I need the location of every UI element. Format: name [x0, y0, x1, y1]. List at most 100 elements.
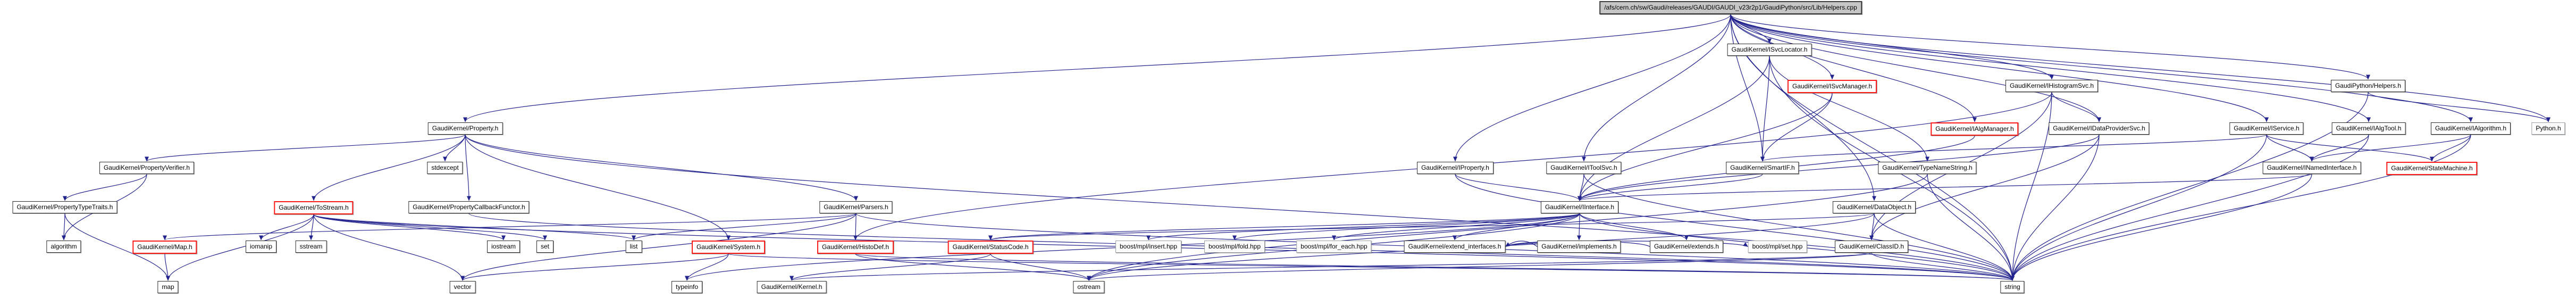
include-edge-parsers-list	[632, 213, 857, 241]
include-edge-idataprovidersvc-classid	[1869, 134, 2100, 241]
graph-node-idataprovidersvc[interactable]: GaudiKernel/IDataProviderSvc.h	[2049, 122, 2150, 135]
graph-node-stdexcept: stdexcept	[427, 162, 463, 174]
include-edge-propertyverifier-propertytypetraits	[63, 173, 147, 201]
graph-node-typenamestring[interactable]: GaudiKernel/TypeNameString.h	[1878, 162, 1977, 174]
include-edge-iservice-inamedinterface	[2266, 134, 2314, 162]
include-edge-helpers_cpp-helpers_h	[1730, 14, 2370, 80]
include-edge-property-string	[465, 134, 2015, 281]
graph-node-mpl_fold: boost/mpl/fold.hpp	[1204, 241, 1265, 253]
include-edge-tostream-vector	[313, 214, 465, 281]
include-edge-isvclocator-smartif	[1760, 55, 1770, 162]
graph-node-typeinfo: typeinfo	[671, 281, 703, 293]
include-edge-property-system_h	[465, 134, 731, 241]
graph-node-string: string	[2000, 281, 2025, 293]
include-edge-helpers_cpp-iproperty	[1453, 14, 1731, 162]
include-edge-parsers-map_h	[163, 213, 857, 241]
graph-node-isvclocator[interactable]: GaudiKernel/ISvcLocator.h	[1727, 44, 1812, 56]
include-edge-propertytypetraits-algorithm	[62, 213, 66, 241]
graph-node-propertyverifier[interactable]: GaudiKernel/PropertyVerifier.h	[99, 162, 195, 174]
include-edge-iinterface-extend_interfaces	[1453, 213, 1580, 241]
include-edge-property-parsers	[465, 134, 858, 201]
graph-node-isvcmanager[interactable]: GaudiKernel/ISvcManager.h	[1787, 80, 1877, 93]
graph-node-statemachine[interactable]: GaudiKernel/StateMachine.h	[2386, 162, 2478, 175]
graph-node-iproperty[interactable]: GaudiKernel/IProperty.h	[1417, 162, 1493, 174]
include-edge-tostream-map	[166, 214, 314, 281]
include-edge-classid-kernel	[790, 252, 1872, 281]
graph-node-dataobject[interactable]: GaudiKernel/DataObject.h	[1832, 201, 1916, 213]
include-edge-tostream-iomanip	[259, 214, 314, 241]
graph-node-parsers[interactable]: GaudiKernel/Parsers.h	[819, 201, 893, 213]
graph-node-iostream: iostream	[486, 241, 521, 253]
include-edge-helpers_cpp-property	[463, 14, 1731, 122]
include-edge-tostream-set	[313, 214, 547, 241]
graph-node-set: set	[536, 241, 554, 253]
include-edge-iinterface-extends	[1579, 213, 1689, 241]
graph-node-vector: vector	[449, 281, 476, 293]
graph-node-iinterface[interactable]: GaudiKernel/IInterface.h	[1540, 201, 1619, 213]
include-edge-tostream-sstream	[309, 214, 314, 241]
include-edge-iinterface-implements	[1577, 213, 1582, 241]
graph-node-propertytypetraits[interactable]: GaudiKernel/PropertyTypeTraits.h	[12, 201, 118, 213]
include-edge-ialgtool-string	[2010, 134, 2369, 281]
include-edge-property-tostream	[312, 134, 466, 201]
include-edge-dataobject-statuscode	[988, 213, 1875, 241]
include-edge-ihistogramsvc-string	[2010, 92, 2052, 281]
graph-node-classid[interactable]: GaudiKernel/ClassID.h	[1834, 241, 1909, 253]
graph-node-helpers_h[interactable]: GaudiPython/Helpers.h	[2330, 80, 2406, 92]
include-edge-helpers_cpp-iservice	[1730, 14, 2269, 122]
graph-node-smartif[interactable]: GaudiKernel/SmartIF.h	[1726, 162, 1799, 174]
graph-node-ialgmanager[interactable]: GaudiKernel/IAlgManager.h	[1931, 122, 2019, 136]
graph-node-implements[interactable]: GaudiKernel/implements.h	[1537, 241, 1621, 253]
include-edge-property-propertycallbackfunctor	[465, 134, 471, 201]
include-edge-statuscode-kernel	[790, 253, 991, 281]
graph-node-statuscode[interactable]: GaudiKernel/StatusCode.h	[947, 241, 1034, 254]
graph-node-ialgtool[interactable]: GaudiKernel/IAlgTool.h	[2331, 122, 2406, 135]
graph-node-ostream: ostream	[1073, 281, 1105, 293]
include-edge-histodef-string	[855, 253, 2015, 281]
include-edge-typenamestring-string	[1927, 173, 2015, 281]
include-edge-helpers_cpp-string	[1730, 14, 2015, 281]
include-edge-histodef-ostream	[855, 253, 1091, 281]
graph-node-itoolsvc[interactable]: GaudiKernel/IToolSvc.h	[1546, 162, 1622, 174]
include-edge-iproperty-string	[1455, 173, 2015, 281]
include-edge-propertytypetraits-map	[64, 213, 170, 281]
include-edge-iinterface-mpl_for_each	[1332, 213, 1580, 241]
include-edge-system_h-vector	[460, 253, 729, 281]
graph-node-extend_interfaces[interactable]: GaudiKernel/extend_interfaces.h	[1404, 241, 1506, 253]
graph-node-kernel[interactable]: GaudiKernel/Kernel.h	[757, 281, 827, 293]
include-edge-system_h-typeinfo	[685, 253, 729, 281]
include-edge-classid-ostream	[1087, 252, 1872, 281]
graph-node-ihistogramsvc[interactable]: GaudiKernel/IHistogramSvc.h	[2005, 80, 2099, 92]
include-edge-iinterface-statuscode	[988, 213, 1580, 241]
graph-node-iomanip: iomanip	[245, 241, 277, 253]
graph-node-helpers_cpp: /afs/cern.ch/sw/Gaudi/releases/GAUDI/GAU…	[1599, 1, 1862, 14]
graph-node-extends[interactable]: GaudiKernel/extends.h	[1649, 241, 1724, 253]
graph-node-system_h[interactable]: GaudiKernel/System.h	[691, 241, 766, 254]
include-edge-isvclocator-typenamestring	[1769, 55, 1929, 162]
include-edge-dataobject-string	[1874, 213, 2015, 281]
graph-node-tostream[interactable]: GaudiKernel/ToStream.h	[274, 201, 354, 214]
include-edge-inamedinterface-string	[2010, 173, 2312, 281]
include-edge-ialgorithm-string	[2010, 134, 2471, 281]
graph-node-inamedinterface[interactable]: GaudiKernel/INamedInterface.h	[2262, 162, 2361, 174]
include-edge-iservice-string	[2010, 134, 2267, 281]
include-edge-ialgtool-inamedinterface	[2310, 134, 2369, 162]
include-edge-helpers_cpp-itoolsvc	[1582, 14, 1731, 162]
include-edge-iservice-smartif	[1760, 134, 2267, 162]
include-edge-helpers_cpp-ihistogramsvc	[1730, 14, 2054, 80]
graph-node-histodef[interactable]: GaudiKernel/HistoDef.h	[817, 241, 894, 254]
include-edge-dataobject-classid	[1869, 213, 1875, 241]
graph-node-iservice[interactable]: GaudiKernel/IService.h	[2229, 122, 2304, 135]
graph-node-python_h: Python.h	[2531, 122, 2565, 135]
graph-node-property[interactable]: GaudiKernel/Property.h	[427, 122, 503, 135]
include-edge-map_h-map	[164, 253, 170, 281]
include-edge-extend_interfaces-mpl_set	[1505, 241, 1748, 247]
graph-node-ialgorithm[interactable]: GaudiKernel/IAlgorithm.h	[2430, 122, 2511, 135]
graph-node-map_h[interactable]: GaudiKernel/Map.h	[132, 241, 197, 254]
include-edge-parsers-histodef	[853, 213, 858, 241]
graph-node-mpl_set: boost/mpl/set.hpp	[1748, 241, 1807, 253]
include-edge-iinterface-mpl_fold	[1232, 213, 1580, 241]
graph-node-propertycallbackfunctor[interactable]: GaudiKernel/PropertyCallbackFunctor.h	[408, 201, 530, 213]
include-edge-helpers_cpp-ialgtool	[1730, 14, 2371, 122]
